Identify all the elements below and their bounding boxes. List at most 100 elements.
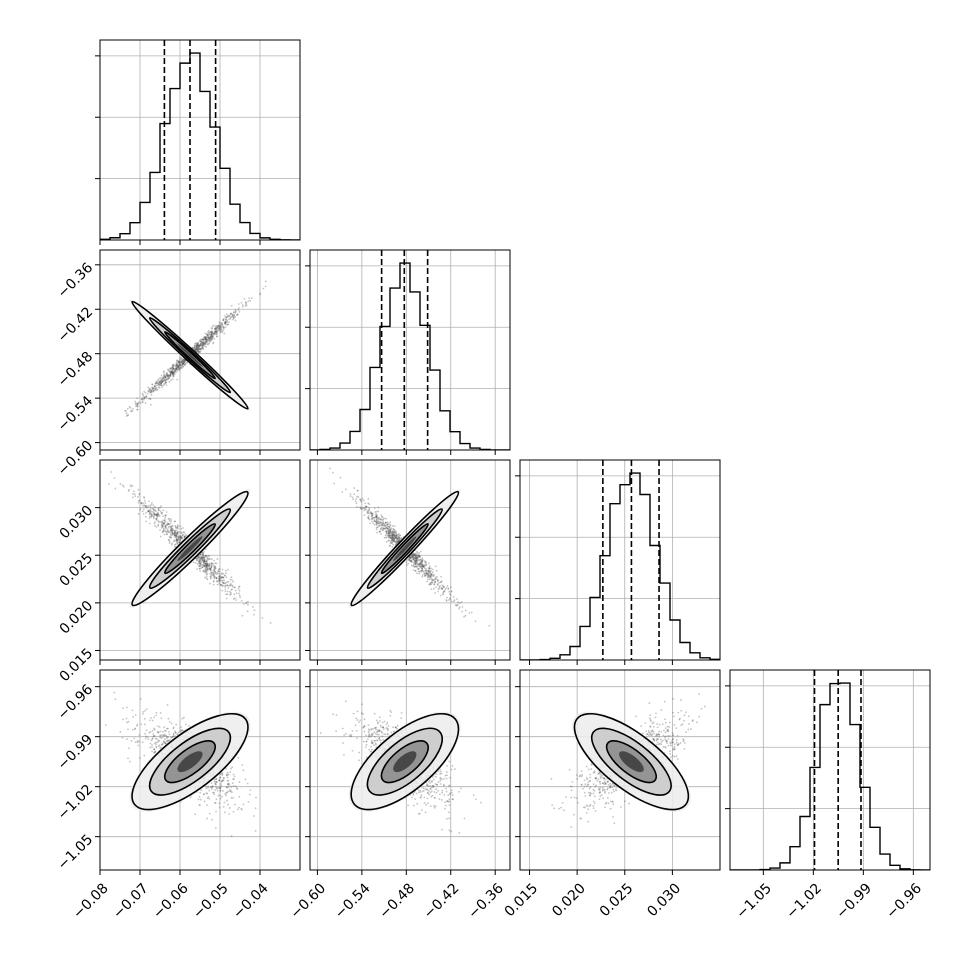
sample-point: [172, 374, 175, 377]
sample-point: [139, 697, 142, 700]
sample-point: [229, 593, 231, 596]
sample-point: [161, 381, 164, 384]
sample-point: [175, 365, 178, 367]
sample-point: [393, 530, 396, 533]
sample-point: [142, 394, 144, 396]
sample-point: [206, 573, 209, 575]
sample-point: [418, 555, 421, 558]
sample-point: [451, 764, 454, 767]
sample-point: [397, 540, 400, 543]
sample-point: [214, 570, 216, 573]
sample-point: [395, 532, 398, 535]
sample-point: [194, 349, 197, 352]
sample-point: [176, 368, 179, 371]
sample-point: [420, 565, 423, 567]
sample-point: [229, 317, 232, 320]
sample-point: [149, 507, 152, 509]
sample-point: [174, 731, 177, 734]
sample-point: [684, 711, 687, 714]
sample-point: [165, 526, 167, 529]
sample-point: [211, 327, 214, 330]
sample-point: [389, 540, 392, 543]
sample-point: [154, 506, 157, 509]
sample-point: [153, 748, 156, 751]
sample-point: [379, 739, 382, 742]
sample-point: [376, 522, 378, 524]
sample-point: [455, 604, 458, 606]
sample-point: [217, 579, 220, 582]
sample-point: [397, 536, 400, 539]
sample-point: [425, 803, 428, 806]
y-tick-label: −0.54: [55, 393, 97, 435]
sample-point: [222, 318, 225, 321]
sample-point: [250, 297, 253, 300]
sample-point: [408, 559, 410, 562]
sample-point: [375, 510, 378, 513]
sample-point: [220, 780, 223, 783]
sample-point: [177, 368, 180, 371]
sample-point: [221, 576, 224, 579]
sample-point: [162, 522, 165, 525]
sample-point: [394, 536, 397, 539]
sample-point: [421, 565, 424, 568]
sample-point: [211, 574, 213, 577]
sample-point: [379, 724, 382, 727]
sample-point: [199, 344, 202, 347]
sample-point: [370, 728, 373, 731]
sample-point: [161, 520, 164, 523]
sample-point: [385, 531, 388, 534]
sample-point: [221, 584, 224, 587]
sample-point: [423, 566, 425, 569]
sample-point: [197, 348, 199, 351]
sample-point: [150, 391, 153, 393]
sample-point: [204, 565, 206, 568]
sample-point: [157, 513, 160, 516]
sample-point: [167, 531, 170, 534]
sample-point: [233, 314, 236, 317]
sample-point: [428, 583, 431, 586]
sample-point: [129, 760, 131, 763]
sample-point: [136, 403, 139, 406]
sample-point: [382, 518, 385, 521]
sample-point: [160, 382, 163, 385]
sample-point: [157, 507, 160, 510]
sample-point: [382, 739, 385, 741]
sample-point: [374, 515, 377, 518]
sample-point: [395, 542, 398, 545]
sample-point: [178, 367, 180, 370]
sample-point: [177, 539, 180, 542]
sample-point: [391, 535, 394, 538]
sample-point: [157, 521, 160, 523]
sample-point: [211, 785, 214, 787]
sample-point: [234, 785, 237, 788]
sample-point: [429, 576, 432, 578]
sample-point: [221, 568, 224, 571]
sample-point: [378, 730, 380, 732]
sample-point: [153, 735, 156, 737]
sample-point: [441, 789, 444, 792]
sample-point: [238, 781, 241, 783]
sample-point: [375, 743, 377, 746]
sample-point: [392, 533, 395, 536]
sample-point: [121, 484, 124, 487]
sample-point: [220, 576, 223, 578]
sample-point: [171, 530, 174, 533]
sample-point: [208, 333, 211, 336]
sample-point: [393, 534, 396, 537]
sample-point: [430, 572, 432, 575]
sample-point: [395, 530, 398, 533]
sample-point: [138, 734, 141, 737]
sample-point: [206, 570, 208, 573]
sample-point: [180, 537, 182, 540]
sample-point: [193, 348, 196, 351]
sample-point: [358, 751, 361, 754]
sample-point: [215, 562, 218, 565]
sample-point: [155, 381, 158, 384]
sample-point: [375, 728, 377, 731]
sample-point: [363, 514, 366, 517]
sample-point: [178, 362, 181, 364]
sample-point: [137, 744, 140, 747]
sample-point: [362, 507, 365, 509]
sample-point: [601, 782, 604, 785]
sample-point: [415, 558, 418, 561]
